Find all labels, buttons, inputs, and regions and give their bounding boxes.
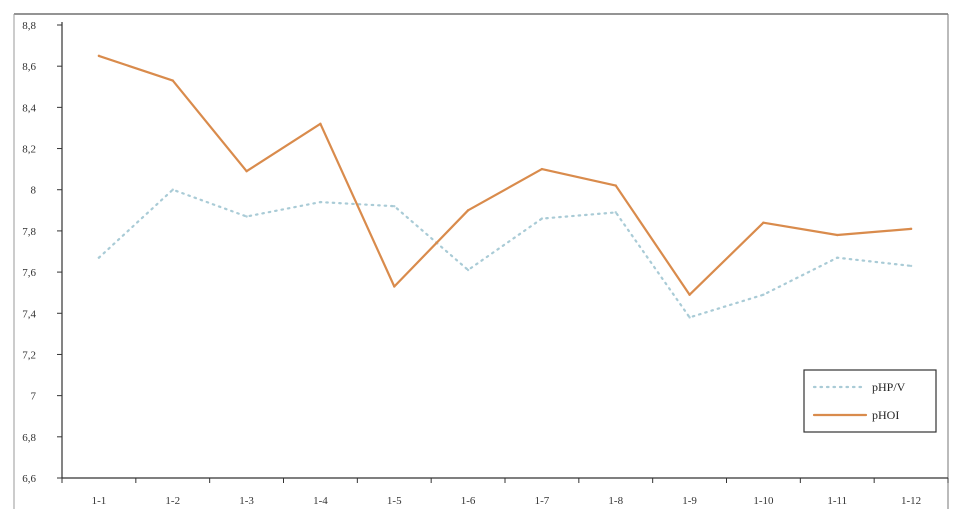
data-point [393, 205, 396, 208]
y-tick-label: 7,2 [22, 349, 36, 361]
x-tick-label: 1-5 [387, 495, 402, 507]
data-point [762, 293, 765, 296]
legend-label: pHOI [872, 408, 899, 422]
data-point [688, 293, 691, 296]
y-tick-label: 8,6 [22, 61, 36, 73]
series-lines [97, 54, 913, 319]
x-tick-label: 1-1 [92, 495, 107, 507]
data-point [909, 264, 913, 268]
y-tick-label: 6,6 [22, 473, 36, 485]
data-point [762, 221, 765, 224]
data-point [836, 233, 839, 237]
data-point [540, 167, 544, 171]
data-point [540, 217, 544, 220]
data-point [614, 184, 617, 187]
x-tick-label: 1-7 [535, 495, 550, 507]
series-line-1 [97, 188, 913, 319]
x-tick-label: 1-4 [313, 495, 328, 507]
y-tick-label: 7,4 [22, 308, 36, 320]
y-tick-label: 8 [31, 185, 37, 197]
data-point [466, 209, 470, 212]
axes: 6,6 6,8 7 7,2 7,4 7,6 7,8 8 8,2 8,4 8,6 8,8 1-1 1-2 1-… [13, 13, 949, 509]
legend-label: pHP/V [872, 380, 906, 394]
data-point [319, 122, 322, 126]
x-tick-label: 1-6 [461, 495, 476, 507]
x-tick-label: 1-2 [165, 495, 180, 507]
y-tick-label: 7 [31, 391, 37, 403]
y-tick-label: 6,8 [22, 432, 36, 444]
x-tick-label: 1-9 [682, 495, 697, 507]
legend-box [803, 369, 937, 433]
data-point [97, 256, 101, 259]
x-tick-label: 1-11 [827, 495, 847, 507]
data-point [614, 211, 617, 214]
x-tick-label: 1-10 [753, 495, 774, 507]
data-point [319, 200, 322, 204]
y-tick-label: 8,4 [22, 102, 36, 114]
data-point [245, 215, 248, 218]
y-tick-label: 8,8 [22, 20, 36, 32]
series-line-2 [97, 54, 913, 296]
x-tick-label: 1-12 [901, 495, 921, 507]
y-tick-label: 7,8 [22, 226, 36, 238]
data-point [393, 285, 396, 288]
data-point [171, 79, 174, 82]
legend: pHP/V pHOI [803, 369, 937, 433]
data-point [171, 188, 174, 191]
data-point [245, 169, 248, 173]
x-tick-label: 1-3 [239, 495, 254, 507]
data-point [688, 316, 691, 319]
y-tick-label: 7,6 [22, 267, 36, 279]
x-tick-label: 1-8 [608, 495, 623, 507]
data-point [909, 227, 913, 231]
data-point [97, 54, 101, 58]
data-point [466, 268, 470, 272]
data-point [836, 256, 839, 259]
y-tick-label: 8,2 [22, 144, 36, 156]
